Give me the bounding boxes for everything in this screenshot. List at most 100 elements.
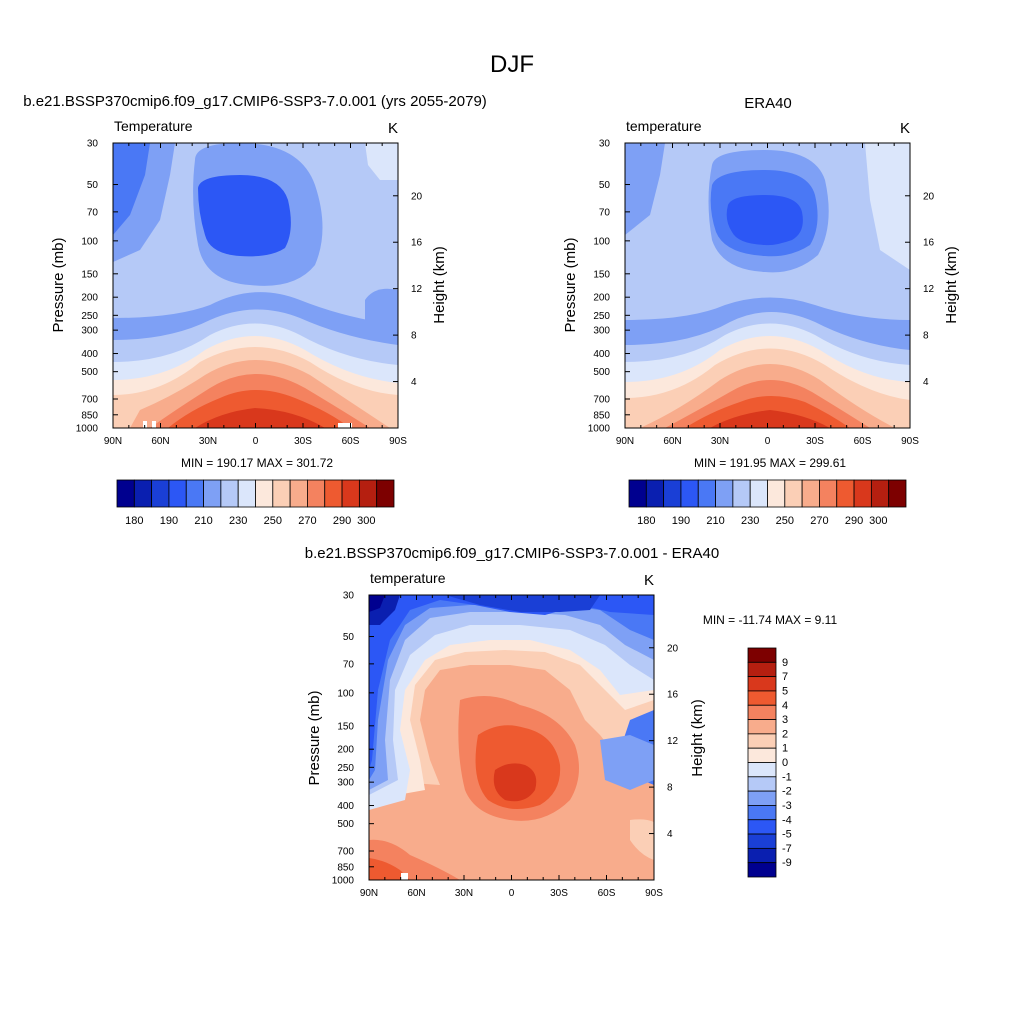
y-tick-label: 400: [593, 349, 610, 360]
colorbar-label: -4: [782, 814, 792, 826]
y-tick-label: 100: [337, 688, 354, 699]
colorbar-swatch: [747, 690, 777, 706]
colorbar-swatch: [307, 479, 326, 508]
colorbar-swatch: [289, 479, 308, 508]
colorbar-swatch: [747, 719, 777, 735]
colorbar-label: 230: [741, 515, 759, 527]
x-tick-label: 0: [765, 436, 771, 447]
y-tick-label: 700: [337, 847, 354, 858]
y-tick-label: 500: [81, 367, 98, 378]
colorbar-label: 1: [782, 743, 788, 755]
y-right-tick-label: 8: [923, 331, 929, 342]
colorbar-swatch: [747, 704, 777, 720]
colorbar-label: -3: [782, 800, 792, 812]
colorbar-swatch: [168, 479, 187, 508]
colorbar-label: 3: [782, 714, 788, 726]
y-right-tick-label: 8: [411, 331, 417, 342]
panel-difference-ylabel: Pressure (mb): [306, 690, 323, 785]
colorbar-swatch: [870, 479, 890, 508]
y-tick-label: 1000: [332, 876, 355, 887]
colorbar-swatch: [749, 479, 768, 508]
colorbar-label: 210: [194, 515, 212, 527]
y-tick-label: 850: [81, 410, 98, 421]
y-right-tick-label: 12: [923, 284, 935, 295]
y-tick-label: 300: [337, 778, 354, 789]
x-tick-label: 90S: [901, 436, 919, 447]
y-tick-label: 850: [337, 862, 354, 873]
y-tick-label: 250: [81, 311, 98, 322]
panel-era40: ERA40 temperature K 90N 60N 30N 0 30S 60S 90S …: [562, 95, 960, 527]
colorbar-swatch: [747, 661, 777, 678]
panel-difference-colorbar: 9 7 5 4 3 2 1 0 -1 -2 -3 -4 -5 -7 -9: [747, 647, 792, 878]
y-tick-label: 150: [81, 269, 98, 280]
colorbar-swatch: [747, 805, 777, 821]
y-tick-label: 500: [337, 819, 354, 830]
panel-model-title: b.e21.BSSP370cmip6.f09_g17.CMIP6-SSP3-7.…: [23, 93, 487, 110]
panel-difference-ylabel-right: Height (km): [689, 699, 706, 777]
x-tick-label: 30N: [711, 436, 729, 447]
x-tick-label: 60N: [663, 436, 681, 447]
x-tick-label: 60S: [854, 436, 872, 447]
colorbar-swatch: [645, 479, 665, 508]
panel-era40-units: K: [900, 120, 910, 137]
colorbar-swatch: [133, 479, 153, 508]
colorbar-swatch: [747, 733, 777, 749]
y-right-tick-label: 4: [923, 377, 929, 388]
colorbar-label: -1: [782, 771, 792, 783]
colorbar-label: -5: [782, 829, 792, 841]
panel-model-ylabel: Pressure (mb): [50, 237, 67, 332]
y-right-tick-label: 16: [411, 238, 423, 249]
y-right-tick-label: 12: [667, 736, 679, 747]
y-tick-label: 400: [81, 349, 98, 360]
colorbar-label: 7: [782, 671, 788, 683]
x-tick-label: 30S: [550, 888, 568, 899]
colorbar-label: 0: [782, 757, 788, 769]
y-tick-label: 300: [593, 326, 610, 337]
colorbar-swatch: [888, 479, 907, 508]
y-tick-label: 250: [337, 763, 354, 774]
y-right-tick-label: 8: [667, 783, 673, 794]
colorbar-label: 190: [672, 515, 690, 527]
figure-title: DJF: [490, 51, 534, 78]
y-right-tick-label: 16: [667, 690, 679, 701]
y-tick-label: 70: [343, 659, 355, 670]
colorbar-swatch: [853, 479, 872, 508]
colorbar-label: 270: [298, 515, 316, 527]
colorbar-swatch: [784, 479, 803, 508]
y-tick-label: 850: [593, 410, 610, 421]
x-tick-label: 60S: [342, 436, 360, 447]
x-tick-label: 30S: [806, 436, 824, 447]
colorbar-label: 290: [333, 515, 351, 527]
panel-model-y-axis-right: 20 16 12 8 4: [393, 191, 423, 388]
panel-model-x-axis: 90N 60N 30N 0 30S 60S 90S: [104, 143, 407, 447]
colorbar-label: 230: [229, 515, 247, 527]
y-tick-label: 500: [593, 367, 610, 378]
colorbar-swatch: [151, 479, 170, 508]
panel-difference-stats: MIN = -11.74 MAX = 9.11: [703, 613, 838, 627]
colorbar-swatch: [203, 479, 222, 508]
colorbar-swatch: [767, 479, 786, 508]
panel-era40-x-axis: 90N 60N 30N 0 30S 60S 90S: [616, 143, 919, 447]
colorbar-swatch: [341, 479, 360, 508]
panel-model: b.e21.BSSP370cmip6.f09_g17.CMIP6-SSP3-7.…: [23, 93, 487, 527]
colorbar-swatch: [747, 847, 777, 864]
colorbar-label: 250: [776, 515, 794, 527]
y-right-tick-label: 16: [923, 238, 935, 249]
x-tick-label: 30N: [199, 436, 217, 447]
x-tick-label: 0: [253, 436, 259, 447]
colorbar-label: -2: [782, 786, 792, 798]
colorbar-swatch: [324, 479, 343, 508]
colorbar-swatch: [628, 479, 647, 508]
panel-era40-ylabel-right: Height (km): [943, 246, 960, 324]
y-right-tick-label: 20: [923, 191, 935, 202]
colorbar-label: 210: [706, 515, 724, 527]
colorbar-label: 270: [810, 515, 828, 527]
y-tick-label: 700: [593, 395, 610, 406]
colorbar-swatch: [376, 479, 395, 508]
colorbar-swatch: [697, 479, 716, 508]
colorbar-swatch: [220, 479, 239, 508]
panel-model-y-axis: 30 50 70 100 150 200 250 300 400 500 700 850 1000: [76, 139, 118, 435]
panel-difference-units: K: [644, 572, 654, 589]
colorbar-swatch: [747, 862, 777, 878]
